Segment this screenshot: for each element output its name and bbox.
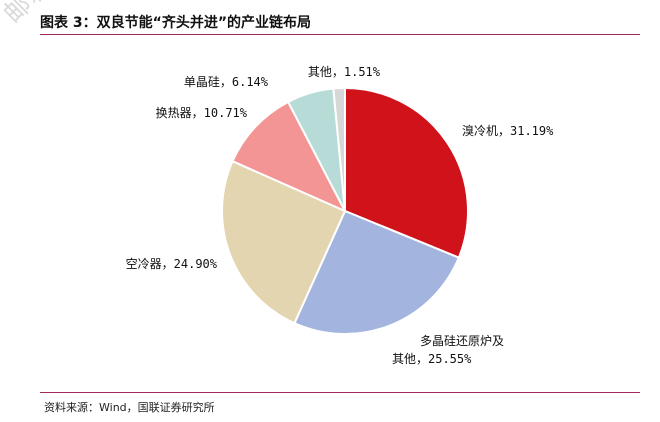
slice-label: 空冷器，24.90% [126, 257, 218, 271]
slice-label: 换热器，10.71% [156, 106, 248, 120]
pie-slice [231, 100, 348, 214]
slice-label: 多晶硅还原炉及其他，25.55% [392, 334, 504, 366]
pie-labels: 溴冷机，31.19% 多晶硅还原炉及其他，25.55% 空冷器，24.90% 换热器，… [126, 65, 554, 366]
slice-label: 溴冷机，31.19% [462, 124, 554, 138]
footer-divider [40, 392, 640, 393]
slice-label: 单晶硅，6.14% [184, 75, 269, 89]
pie-slice [344, 86, 469, 259]
pie-slice [293, 209, 461, 335]
source-note: 资料来源：Wind，国联证券研究所 [44, 401, 215, 414]
title-divider [40, 34, 640, 35]
slice-label: 其他，1.51% [308, 65, 381, 79]
pie-slice [221, 159, 347, 325]
pie-slice [332, 86, 346, 212]
pie-slices [221, 86, 469, 335]
chart-title: 图表 3：双良节能“齐头并进”的产业链布局 [40, 15, 312, 31]
